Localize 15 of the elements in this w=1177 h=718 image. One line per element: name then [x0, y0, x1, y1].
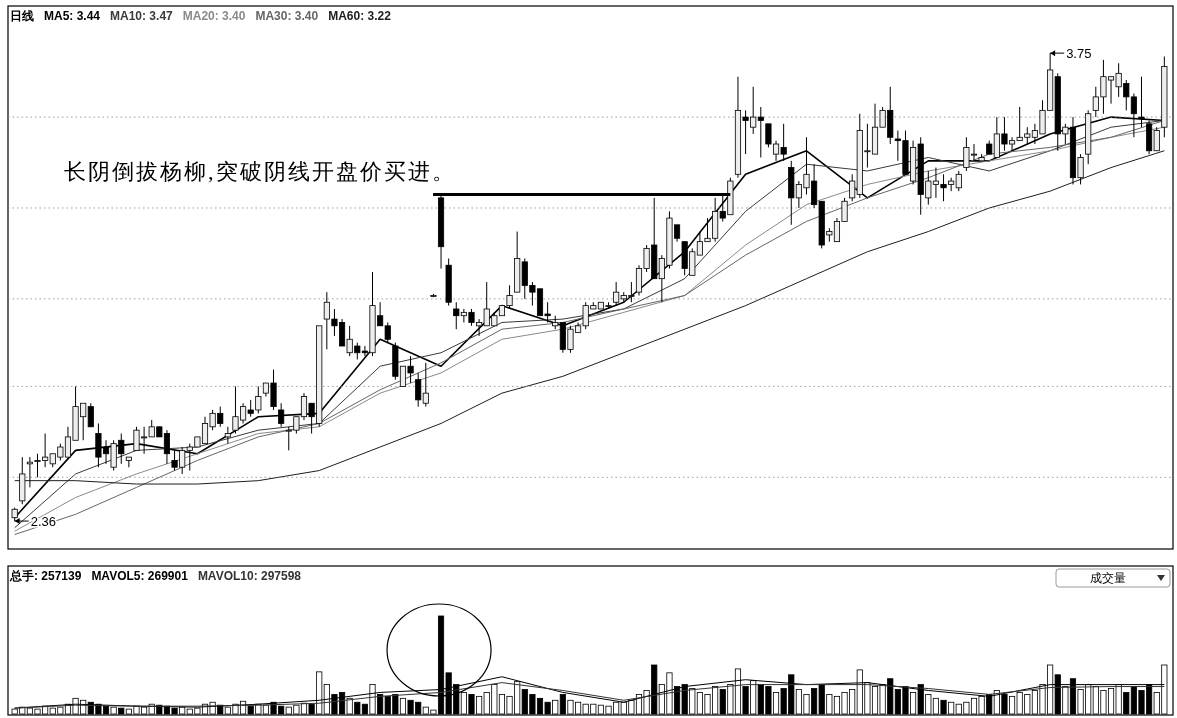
candlestick — [278, 402, 285, 428]
candlestick — [125, 456, 132, 468]
text: MA30: 3.40 — [255, 9, 319, 23]
text: MA20: 3.40 — [182, 9, 246, 23]
text: MA5: 3.44 — [44, 9, 101, 23]
chart-title: 总手: 257139 — [9, 569, 82, 583]
text: MA10: 3.47 — [110, 9, 174, 23]
annotation: 2.36 — [30, 513, 56, 529]
text: MA60: 3.22 — [328, 9, 392, 23]
text: MAVOL5: 269901 — [91, 569, 189, 583]
text: MAVOL10: 297598 — [197, 569, 302, 583]
chart-title: 日线 — [10, 9, 34, 23]
dropdown: 成交量 — [1055, 568, 1171, 588]
annotation: 长阴倒拔杨柳,突破阴线开盘价买进。 — [64, 159, 456, 184]
annotation: 3.75 — [1066, 45, 1092, 61]
